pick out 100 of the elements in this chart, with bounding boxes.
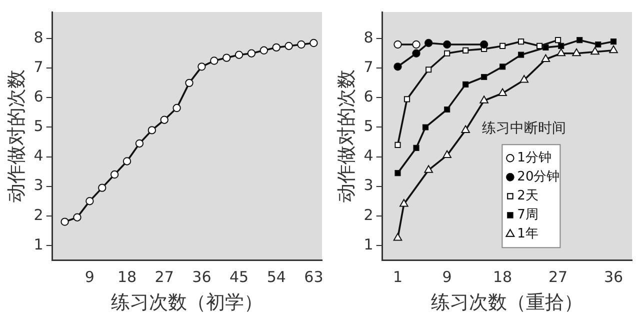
x-tick-label: 36 bbox=[192, 268, 212, 286]
point bbox=[554, 37, 562, 44]
point bbox=[480, 40, 488, 49]
x-tick-label: 27 bbox=[154, 268, 174, 286]
point bbox=[210, 56, 218, 65]
x-axis-title: 练习次数（初学） bbox=[111, 292, 264, 314]
y-tick-label: 7 bbox=[34, 58, 44, 76]
point bbox=[412, 49, 420, 58]
legend-label: 7周 bbox=[517, 208, 538, 223]
point bbox=[393, 233, 402, 241]
y-tick-label: 7 bbox=[364, 58, 374, 76]
y-tick-label: 3 bbox=[364, 176, 374, 194]
x-tick-label: 18 bbox=[493, 268, 512, 286]
x-tick-label: 45 bbox=[229, 268, 249, 286]
legend-label: 1分钟 bbox=[517, 150, 552, 166]
legend-title: 练习中断时间 bbox=[482, 120, 566, 136]
point bbox=[172, 104, 181, 112]
point bbox=[572, 48, 581, 56]
point bbox=[98, 184, 106, 192]
point bbox=[394, 142, 401, 148]
x-tick-label: 54 bbox=[266, 268, 286, 286]
point bbox=[444, 106, 450, 113]
x-tick-label: 36 bbox=[604, 268, 624, 286]
point bbox=[297, 40, 306, 49]
point bbox=[424, 165, 433, 173]
point bbox=[500, 42, 506, 50]
y-tick-label: 3 bbox=[34, 176, 44, 194]
point bbox=[444, 50, 450, 56]
legend-label: 1年 bbox=[517, 226, 538, 242]
point bbox=[462, 47, 469, 54]
point bbox=[400, 199, 408, 207]
y-axis-title: 动作做对的次数 bbox=[335, 70, 358, 203]
y-tick-label: 4 bbox=[364, 146, 374, 165]
legend-label: 2天 bbox=[517, 188, 538, 204]
point bbox=[272, 43, 280, 52]
x-tick-label: 9 bbox=[84, 268, 94, 286]
point bbox=[442, 40, 452, 49]
y-tick-label: 4 bbox=[34, 146, 44, 165]
point bbox=[412, 40, 420, 49]
point bbox=[518, 52, 524, 58]
x-axis-title: 练习次数（重拾） bbox=[431, 292, 584, 314]
y-tick-label: 2 bbox=[34, 206, 44, 224]
legend-label: 20分钟 bbox=[517, 170, 560, 185]
point bbox=[394, 62, 402, 71]
point bbox=[609, 45, 618, 54]
y-tick-label: 5 bbox=[364, 117, 374, 136]
x-tick-label: 1 bbox=[392, 268, 403, 286]
point bbox=[590, 46, 600, 55]
y-tick-label: 8 bbox=[364, 28, 374, 46]
point bbox=[500, 64, 506, 70]
point bbox=[247, 49, 256, 58]
x-tick-label: 18 bbox=[117, 268, 137, 286]
point bbox=[480, 96, 488, 104]
point bbox=[310, 38, 318, 48]
point bbox=[610, 38, 617, 45]
point bbox=[520, 74, 529, 83]
point bbox=[148, 126, 156, 134]
point bbox=[426, 66, 432, 73]
point bbox=[558, 42, 564, 50]
y-tick-label: 8 bbox=[34, 28, 44, 46]
point bbox=[284, 42, 293, 50]
point bbox=[541, 54, 550, 62]
point bbox=[481, 74, 488, 80]
y-tick-label: 6 bbox=[34, 88, 44, 106]
point bbox=[234, 50, 244, 59]
point bbox=[462, 81, 469, 88]
point bbox=[260, 46, 268, 55]
point bbox=[198, 62, 206, 71]
point bbox=[461, 125, 470, 133]
point bbox=[122, 157, 132, 166]
point bbox=[595, 41, 602, 48]
y-tick-label: 2 bbox=[364, 206, 374, 224]
point bbox=[394, 170, 401, 176]
point bbox=[110, 170, 119, 179]
y-tick-label: 1 bbox=[364, 235, 374, 254]
point bbox=[542, 44, 549, 51]
x-tick-label: 9 bbox=[442, 268, 452, 286]
point bbox=[60, 218, 69, 226]
y-tick-label: 1 bbox=[34, 235, 44, 254]
y-axis-title: 动作做对的次数 bbox=[5, 70, 28, 203]
point bbox=[86, 197, 94, 206]
point bbox=[135, 139, 144, 148]
point bbox=[556, 48, 566, 56]
y-tick-label: 6 bbox=[364, 88, 374, 106]
point bbox=[422, 124, 429, 130]
point bbox=[222, 54, 231, 62]
point bbox=[413, 144, 420, 151]
y-tick-label: 5 bbox=[34, 117, 44, 136]
x-tick-label: 27 bbox=[548, 268, 568, 286]
point bbox=[442, 150, 452, 158]
point bbox=[404, 96, 410, 102]
point bbox=[536, 42, 543, 50]
point bbox=[394, 40, 402, 49]
x-tick-label: 63 bbox=[304, 268, 324, 286]
point bbox=[498, 88, 507, 96]
point bbox=[518, 38, 524, 45]
point bbox=[73, 213, 82, 222]
point bbox=[160, 116, 168, 124]
point bbox=[576, 37, 583, 44]
point bbox=[424, 38, 433, 48]
